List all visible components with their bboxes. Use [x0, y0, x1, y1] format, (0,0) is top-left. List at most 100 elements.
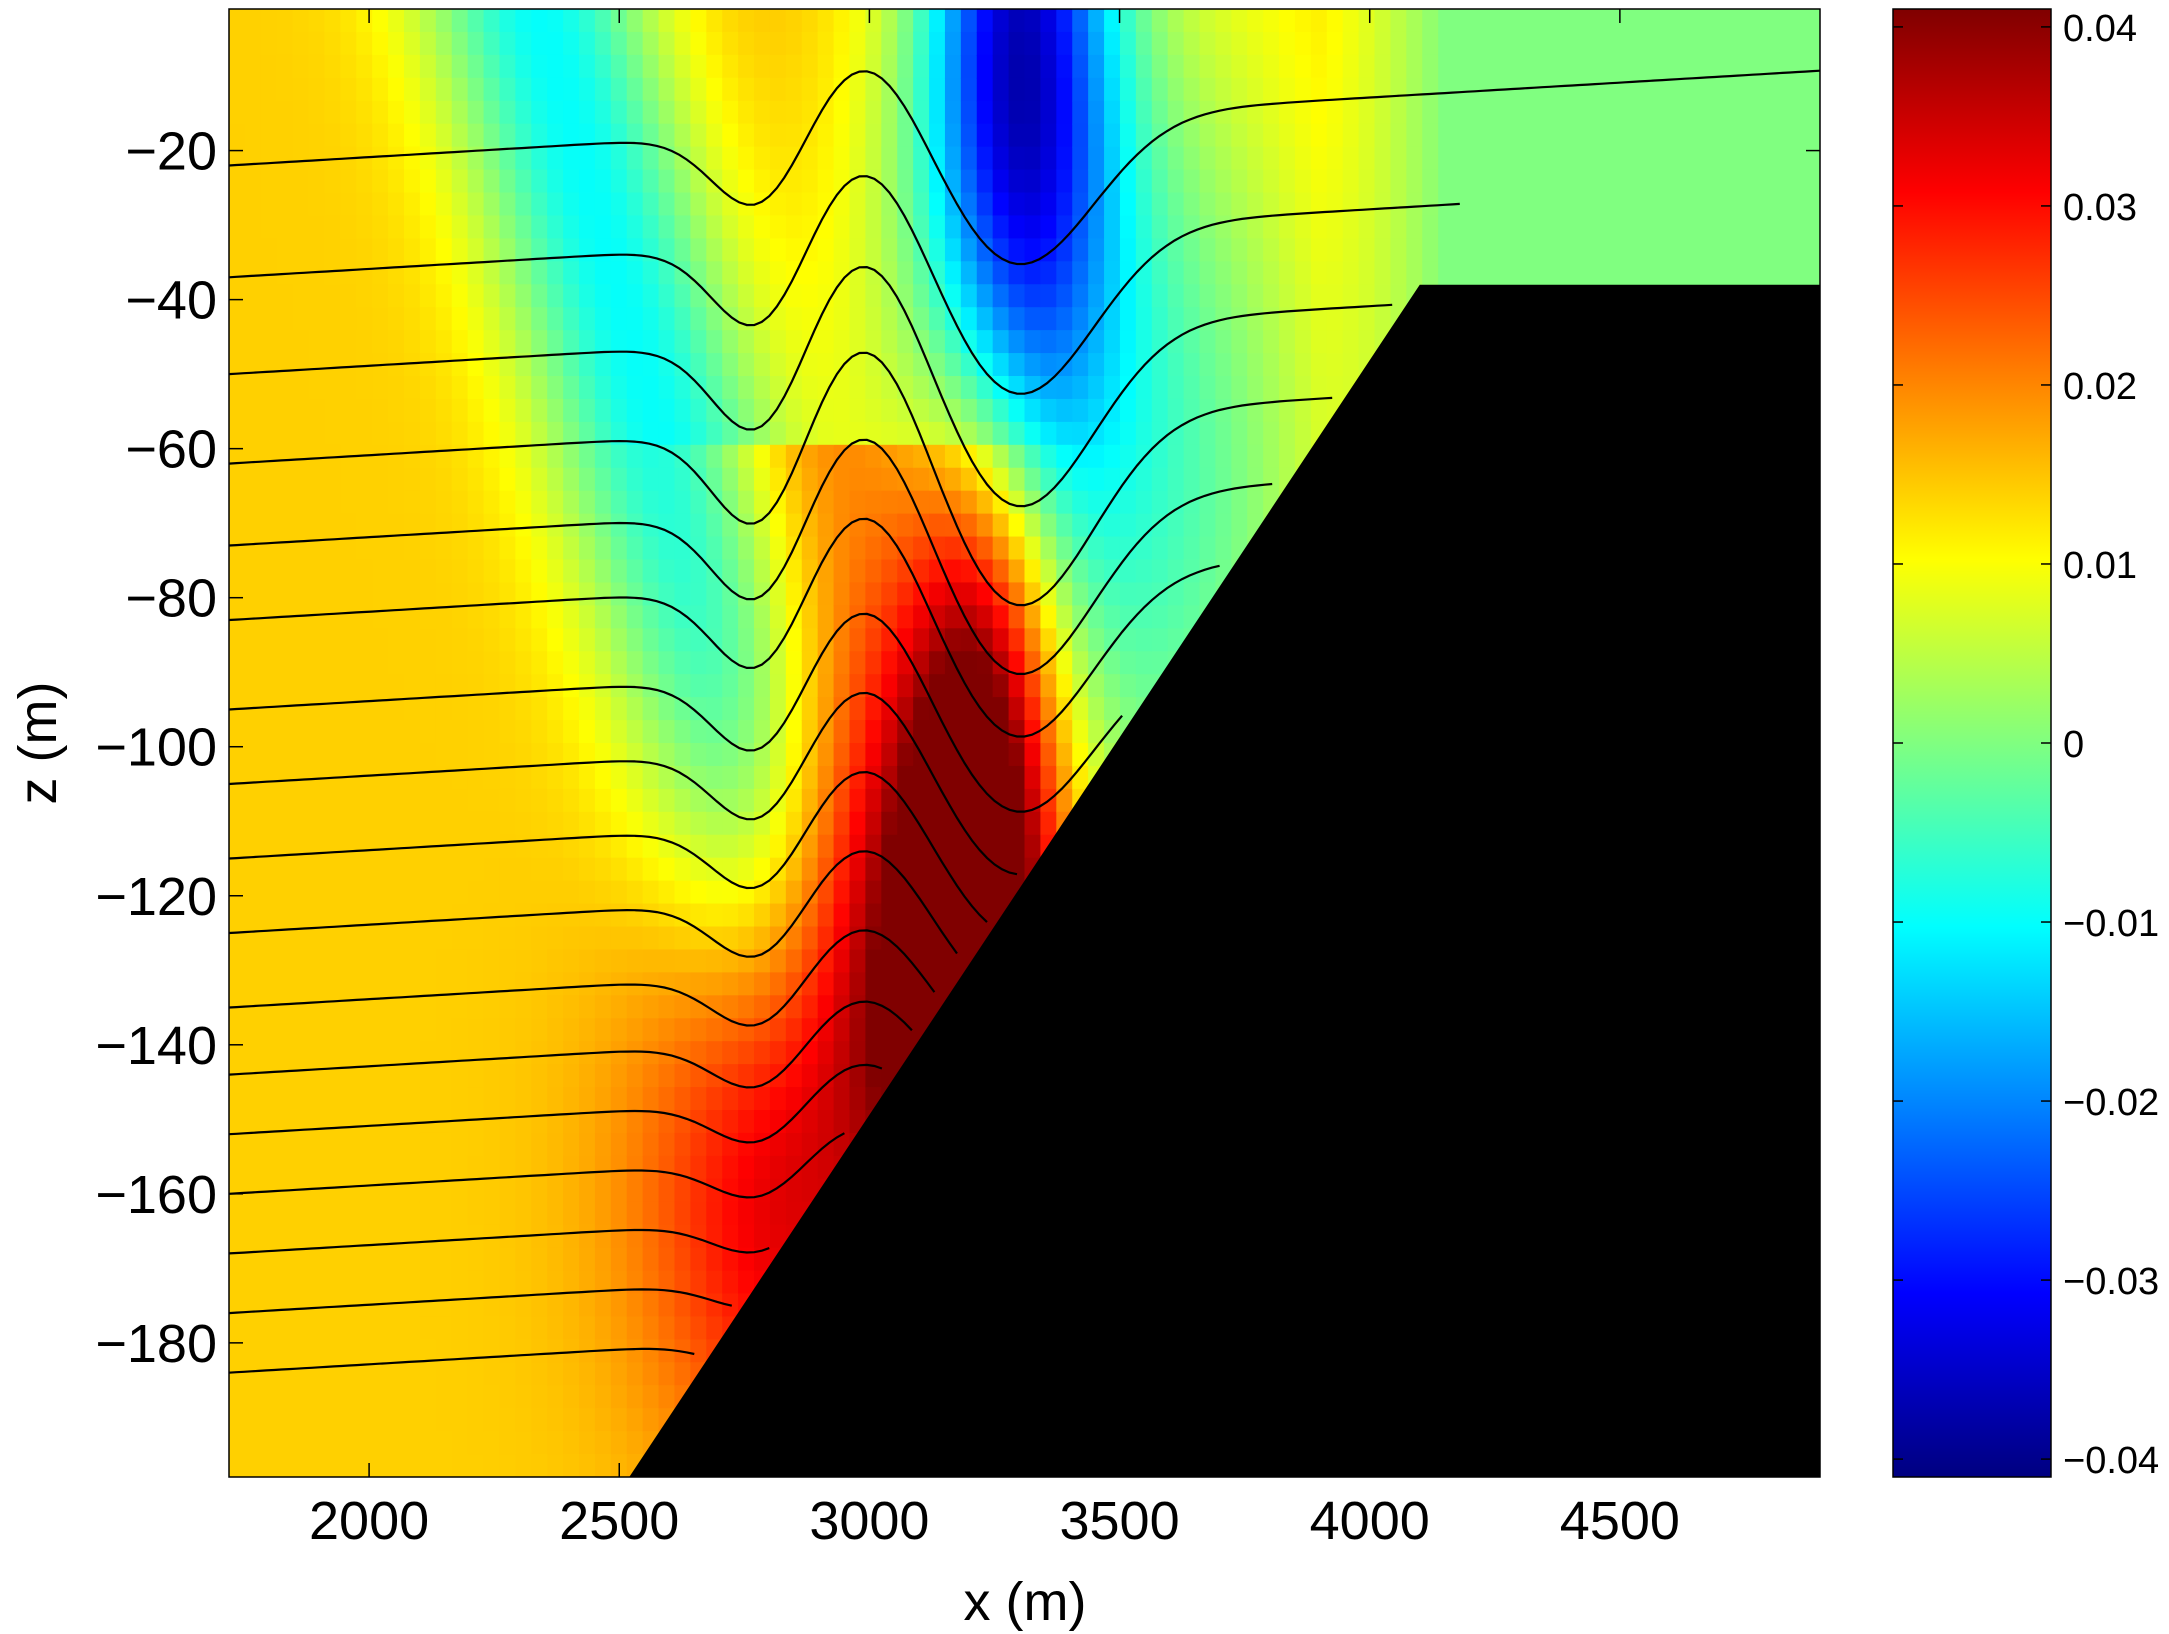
heatmap-cell — [244, 536, 262, 561]
heatmap-cell — [738, 330, 755, 354]
heatmap-cell — [356, 1224, 373, 1249]
heatmap-cell — [817, 215, 835, 240]
heatmap-cell — [881, 949, 899, 974]
heatmap-cell — [1056, 628, 1074, 653]
heatmap-cell — [722, 467, 739, 492]
heatmap-cell — [419, 1385, 437, 1409]
heatmap-cell — [1199, 146, 1217, 171]
heatmap-cell — [483, 1408, 501, 1432]
heatmap-cell — [531, 421, 548, 446]
heatmap-cell — [610, 1316, 628, 1341]
heatmap-cell — [817, 238, 835, 263]
heatmap-cell — [1247, 238, 1264, 263]
heatmap-cell — [419, 9, 437, 33]
heatmap-cell — [1104, 513, 1121, 538]
heatmap-cell — [785, 9, 803, 33]
heatmap-cell — [865, 284, 883, 308]
heatmap-cell — [1088, 697, 1105, 721]
heatmap-cell — [1279, 77, 1296, 102]
heatmap-cell — [722, 421, 739, 446]
heatmap-cell — [929, 926, 946, 951]
heatmap-cell — [372, 31, 389, 56]
heatmap-cell — [1040, 353, 1058, 377]
heatmap-cell — [817, 77, 835, 102]
heatmap-cell — [913, 559, 930, 584]
heatmap-cell — [785, 995, 803, 1020]
heatmap-cell — [229, 54, 246, 79]
heatmap-cell — [435, 77, 453, 102]
heatmap-cell — [1199, 376, 1217, 400]
heatmap-cell — [244, 1270, 262, 1295]
heatmap-cell — [626, 169, 644, 194]
heatmap-cell — [881, 903, 899, 928]
heatmap-cell — [276, 444, 294, 469]
heatmap-cell — [610, 582, 628, 607]
heatmap-cell — [547, 1385, 564, 1409]
heatmap-cell — [754, 765, 771, 790]
heatmap-cell — [1183, 330, 1201, 354]
heatmap-cell — [579, 1362, 596, 1387]
heatmap-cell — [849, 398, 867, 423]
heatmap-cell — [372, 467, 389, 492]
heatmap-cell — [340, 1362, 358, 1387]
heatmap-cell — [404, 238, 421, 263]
heatmap-cell — [404, 1018, 421, 1042]
heatmap-cell — [483, 880, 501, 905]
heatmap-cell — [785, 1155, 803, 1180]
heatmap-cell — [515, 605, 533, 630]
heatmap-cell — [499, 1454, 517, 1477]
heatmap-cell — [1056, 31, 1074, 56]
heatmap-cell — [292, 54, 310, 79]
heatmap-cell — [754, 307, 771, 331]
heatmap-cell — [563, 1293, 580, 1318]
heatmap-cell — [1151, 31, 1169, 56]
heatmap-cell — [1040, 536, 1058, 561]
heatmap-cell — [881, 330, 899, 354]
heatmap-cell — [658, 559, 676, 584]
heatmap-cell — [563, 903, 580, 928]
heatmap-cell — [1119, 376, 1137, 400]
heatmap-cell — [1056, 490, 1074, 515]
heatmap-cell — [1294, 9, 1312, 33]
heatmap-cell — [467, 1178, 485, 1203]
heatmap-cell — [1024, 9, 1042, 33]
heatmap-cell — [944, 628, 962, 653]
heatmap-cell — [881, 857, 899, 882]
heatmap-cell — [785, 215, 803, 240]
heatmap-cell — [435, 1087, 453, 1111]
heatmap-cell — [1104, 720, 1121, 744]
heatmap-cell — [1279, 398, 1296, 423]
heatmap-cell — [610, 788, 628, 813]
heatmap-cell — [1056, 100, 1074, 125]
heatmap-cell — [435, 995, 453, 1020]
heatmap-cell — [610, 1018, 628, 1042]
heatmap-cell — [1358, 330, 1376, 354]
heatmap-cell — [1072, 146, 1089, 171]
heatmap-cell — [451, 353, 469, 377]
heatmap-cell — [404, 1408, 421, 1432]
heatmap-cell — [1056, 674, 1074, 698]
heatmap-cell — [674, 1041, 692, 1065]
heatmap-cell — [1342, 307, 1360, 331]
heatmap-cell — [244, 926, 262, 951]
heatmap-cell — [960, 605, 978, 630]
heatmap-cell — [801, 536, 819, 561]
heatmap-cell — [276, 215, 294, 240]
heatmap-cell — [276, 513, 294, 538]
heatmap-cell — [913, 284, 930, 308]
heatmap-cell — [276, 1064, 294, 1088]
heatmap-cell — [594, 169, 612, 194]
heatmap-cell — [833, 834, 851, 859]
heatmap-cell — [1024, 54, 1042, 79]
heatmap-cell — [976, 444, 994, 469]
heatmap-cell — [404, 398, 421, 423]
heatmap-cell — [1279, 330, 1296, 354]
heatmap-cell — [706, 513, 724, 538]
heatmap-cell — [404, 1247, 421, 1272]
heatmap-cell — [1406, 192, 1424, 217]
heatmap-cell — [499, 1316, 517, 1341]
heatmap-cell — [1454, 31, 1471, 56]
heatmap-cell — [388, 674, 405, 698]
heatmap-cell — [738, 1178, 755, 1203]
heatmap-cell — [594, 1064, 612, 1088]
